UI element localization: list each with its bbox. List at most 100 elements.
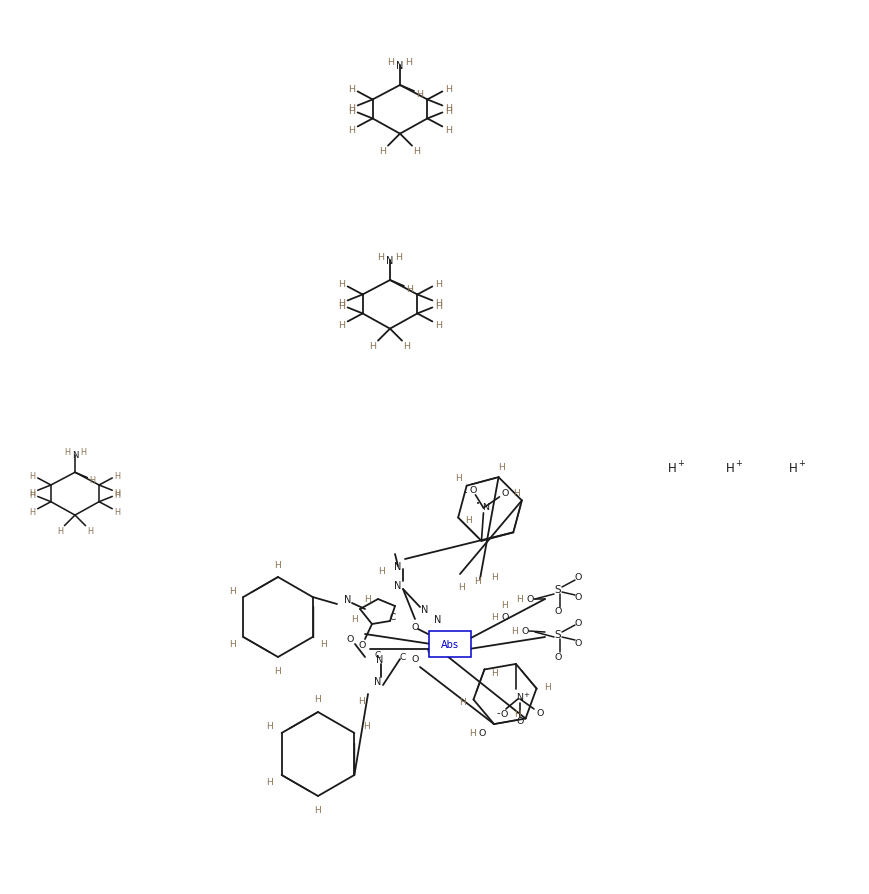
Text: O: O bbox=[501, 489, 508, 498]
Text: H: H bbox=[377, 252, 384, 261]
Text: O: O bbox=[554, 652, 561, 661]
Text: H: H bbox=[379, 147, 386, 156]
Text: O: O bbox=[469, 485, 476, 494]
Text: N: N bbox=[421, 604, 428, 614]
Text: H: H bbox=[338, 299, 345, 308]
FancyBboxPatch shape bbox=[428, 631, 470, 657]
Text: H: H bbox=[30, 488, 36, 497]
Text: H: H bbox=[787, 461, 797, 474]
Text: H: H bbox=[458, 583, 465, 592]
Text: N: N bbox=[386, 256, 394, 266]
Text: O: O bbox=[535, 709, 543, 718]
Text: H: H bbox=[30, 471, 36, 480]
Text: O: O bbox=[554, 607, 561, 616]
Text: O: O bbox=[574, 593, 581, 602]
Text: N: N bbox=[481, 502, 488, 511]
Text: H: H bbox=[275, 666, 281, 675]
Text: H: H bbox=[338, 280, 345, 289]
Text: N: N bbox=[344, 595, 351, 604]
Text: H: H bbox=[229, 586, 235, 595]
Text: C: C bbox=[400, 653, 406, 662]
Text: O: O bbox=[411, 654, 418, 663]
Text: H: H bbox=[491, 612, 498, 622]
Text: C: C bbox=[428, 633, 434, 642]
Text: H: H bbox=[115, 488, 121, 497]
Text: N: N bbox=[394, 561, 401, 571]
Text: H: H bbox=[501, 600, 507, 609]
Text: H: H bbox=[543, 682, 550, 691]
Text: H: H bbox=[315, 805, 321, 814]
Text: -: - bbox=[463, 486, 467, 496]
Text: O: O bbox=[478, 728, 485, 737]
Text: N: N bbox=[394, 580, 401, 590]
Text: H: H bbox=[444, 106, 451, 116]
Text: N: N bbox=[376, 654, 383, 664]
Text: H: H bbox=[490, 668, 497, 678]
Text: O: O bbox=[574, 573, 581, 582]
Text: •: • bbox=[476, 501, 480, 506]
Text: H: H bbox=[444, 126, 451, 135]
Text: H: H bbox=[90, 476, 96, 485]
Text: O: O bbox=[500, 710, 507, 719]
Text: H: H bbox=[474, 577, 481, 586]
Text: O: O bbox=[526, 595, 533, 603]
Text: H: H bbox=[497, 462, 504, 471]
Text: H: H bbox=[30, 507, 36, 517]
Text: H: H bbox=[511, 627, 518, 636]
Text: H: H bbox=[64, 447, 70, 456]
Text: S: S bbox=[554, 629, 561, 639]
Text: H: H bbox=[369, 342, 376, 350]
Text: C: C bbox=[375, 650, 381, 659]
Text: H: H bbox=[667, 461, 675, 474]
Text: H: H bbox=[87, 526, 93, 535]
Text: O: O bbox=[411, 623, 418, 632]
Text: O: O bbox=[501, 612, 508, 622]
Text: Abs: Abs bbox=[441, 639, 459, 649]
Text: H: H bbox=[229, 639, 235, 648]
Text: H: H bbox=[516, 595, 523, 603]
Text: H: H bbox=[514, 709, 521, 718]
Text: N: N bbox=[72, 451, 78, 460]
Text: +: + bbox=[797, 458, 804, 467]
Text: H: H bbox=[513, 488, 520, 497]
Text: +: + bbox=[522, 691, 528, 697]
Text: H: H bbox=[364, 595, 371, 603]
Text: H: H bbox=[468, 728, 474, 737]
Text: H: H bbox=[348, 85, 355, 94]
Text: H: H bbox=[725, 461, 733, 474]
Text: O: O bbox=[358, 640, 365, 649]
Text: H: H bbox=[464, 516, 471, 525]
Text: H: H bbox=[315, 694, 321, 703]
Text: H: H bbox=[403, 342, 410, 350]
Text: O: O bbox=[574, 637, 581, 646]
Text: N: N bbox=[396, 61, 403, 71]
Text: H: H bbox=[348, 126, 355, 135]
Text: H: H bbox=[444, 104, 451, 113]
Text: H: H bbox=[444, 85, 451, 94]
Text: H: H bbox=[320, 639, 327, 648]
Text: H: H bbox=[395, 252, 402, 261]
Text: H: H bbox=[80, 447, 86, 456]
Text: +: + bbox=[676, 458, 683, 467]
Text: S: S bbox=[554, 585, 561, 595]
Text: H: H bbox=[455, 474, 461, 483]
Text: O: O bbox=[515, 717, 523, 726]
Text: H: H bbox=[338, 301, 345, 310]
Text: O: O bbox=[521, 627, 528, 636]
Text: H: H bbox=[115, 507, 121, 517]
Text: N: N bbox=[434, 614, 441, 624]
Text: H: H bbox=[405, 57, 412, 66]
Text: C: C bbox=[427, 646, 433, 656]
Text: C: C bbox=[389, 611, 395, 620]
Text: O: O bbox=[574, 618, 581, 627]
Text: H: H bbox=[275, 560, 281, 569]
Text: H: H bbox=[115, 491, 121, 500]
Text: N: N bbox=[374, 676, 381, 687]
Text: H: H bbox=[434, 280, 441, 289]
Text: H: H bbox=[266, 721, 273, 730]
Text: H: H bbox=[56, 526, 63, 535]
Text: H: H bbox=[362, 721, 369, 730]
Text: H: H bbox=[348, 106, 355, 116]
Text: H: H bbox=[387, 57, 394, 66]
Text: H: H bbox=[338, 321, 345, 330]
